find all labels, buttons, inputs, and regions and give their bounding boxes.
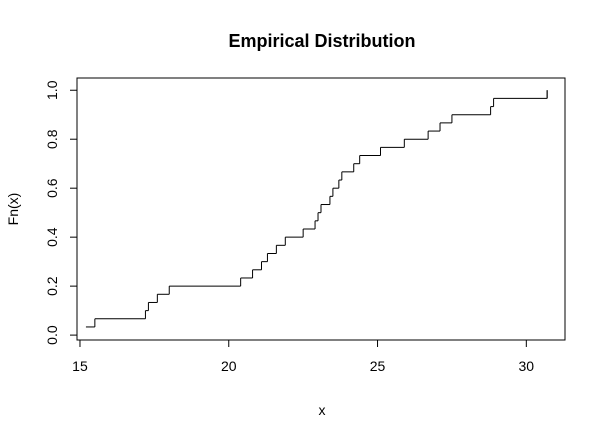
- y-tick-label: 0.4: [44, 227, 60, 247]
- y-tick-label: 0.0: [44, 325, 60, 345]
- x-axis-label: x: [319, 402, 326, 418]
- chart-title: Empirical Distribution: [228, 31, 415, 51]
- x-axis: 15 20 25 30: [72, 339, 535, 374]
- series-ecdf: [85, 90, 548, 328]
- x-tick-label: 25: [370, 358, 386, 374]
- x-tick-label: 15: [72, 358, 88, 374]
- y-tick-label: 0.2: [44, 276, 60, 296]
- x-tick-label: 30: [519, 358, 535, 374]
- y-tick-label: 0.6: [44, 178, 60, 198]
- x-tick-label: 20: [221, 358, 237, 374]
- y-axis: 0.0 0.2 0.4 0.6 0.8 1.0: [44, 80, 78, 345]
- y-tick-label: 1.0: [44, 80, 60, 100]
- y-axis-label: Fn(x): [5, 193, 21, 226]
- y-tick-label: 0.8: [44, 129, 60, 149]
